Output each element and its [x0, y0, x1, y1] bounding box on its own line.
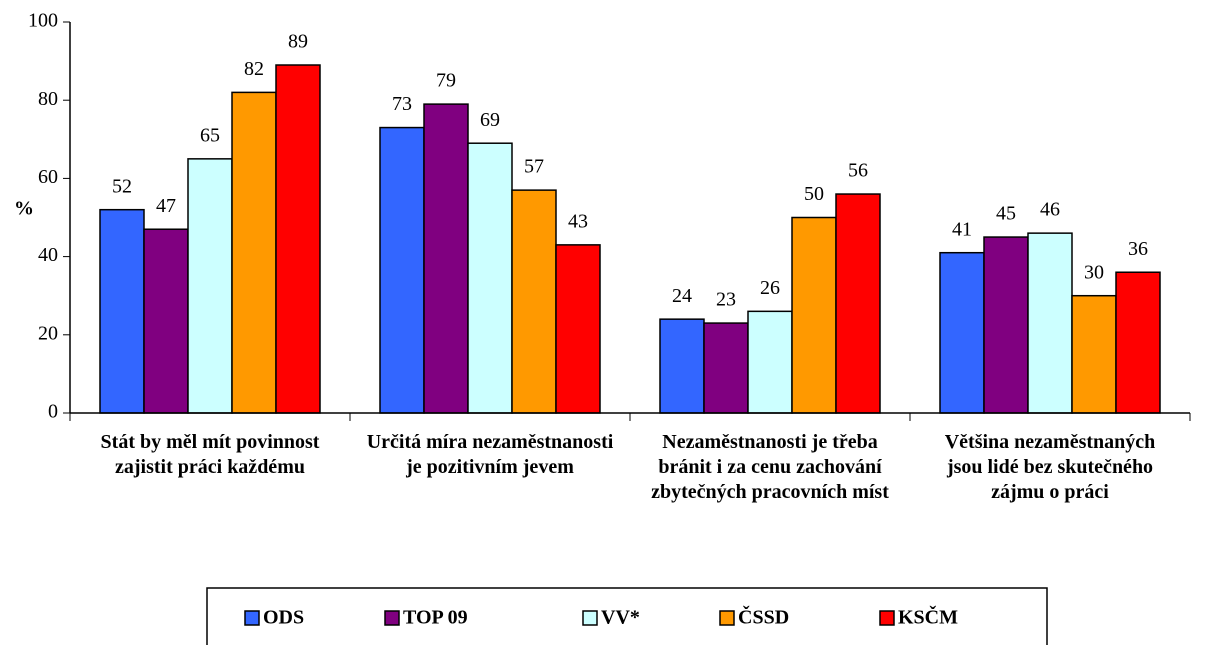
- data-label: 47: [156, 195, 176, 217]
- y-tick-label: 100: [28, 10, 58, 32]
- legend-label: KSČM: [898, 605, 958, 629]
- x-tick-label: Nezaměstnanosti je třeba bránit i za cen…: [651, 431, 889, 503]
- data-label: 56: [848, 160, 868, 182]
- bar: [187, 158, 233, 414]
- data-label: 52: [112, 175, 132, 197]
- bar: [1071, 294, 1117, 414]
- bar: [143, 228, 189, 414]
- bar: [939, 251, 985, 414]
- bar: [555, 244, 601, 414]
- legend-label: ČSSD: [738, 605, 789, 629]
- bar: [99, 208, 145, 414]
- data-label: 30: [1084, 261, 1104, 283]
- y-tick-label: 40: [38, 244, 58, 266]
- data-label: 46: [1040, 199, 1060, 221]
- legend: [206, 587, 1048, 645]
- data-label: 89: [288, 31, 308, 53]
- bar: [511, 189, 557, 414]
- legend-swatch: [879, 610, 895, 626]
- legend-swatch: [582, 610, 598, 626]
- bar: [231, 91, 277, 414]
- data-label: 45: [996, 203, 1016, 225]
- bar: [703, 322, 749, 414]
- data-label: 65: [200, 124, 220, 146]
- data-label: 69: [480, 109, 500, 131]
- legend-swatch: [719, 610, 735, 626]
- x-tick-label: Stát by měl mít povinnost zajistit práci…: [100, 431, 320, 478]
- data-label: 36: [1128, 238, 1148, 260]
- bar: [983, 236, 1029, 414]
- bar: [1115, 271, 1161, 414]
- data-label: 73: [392, 93, 412, 115]
- bar: [275, 64, 321, 414]
- bar: [747, 310, 793, 414]
- bar: [467, 142, 513, 414]
- legend-label: VV*: [601, 607, 640, 629]
- data-label: 26: [760, 277, 780, 299]
- x-tick-label: Většina nezaměstnaných jsou lidé bez sku…: [944, 431, 1156, 503]
- bar: [659, 318, 705, 414]
- y-tick-label: 20: [38, 322, 58, 344]
- bar: [791, 216, 837, 414]
- y-axis-label: %: [14, 198, 34, 220]
- data-label: 82: [244, 58, 264, 80]
- bar: [423, 103, 469, 414]
- data-label: 41: [952, 218, 972, 240]
- y-tick-label: 80: [38, 88, 58, 110]
- bar: [379, 126, 425, 414]
- legend-label: ODS: [263, 607, 304, 629]
- legend-swatch: [384, 610, 400, 626]
- y-tick-label: 60: [38, 166, 58, 188]
- legend-swatch: [244, 610, 260, 626]
- data-label: 43: [568, 210, 588, 232]
- legend-label: TOP 09: [403, 607, 468, 629]
- data-label: 57: [524, 156, 544, 178]
- x-tick-label: Určitá míra nezaměstnanosti je pozitivní…: [366, 431, 614, 478]
- data-label: 23: [716, 289, 736, 311]
- bar: [1027, 232, 1073, 414]
- data-label: 50: [804, 183, 824, 205]
- data-label: 24: [672, 285, 692, 307]
- bar: [835, 193, 881, 414]
- data-label: 79: [436, 70, 456, 92]
- y-tick-label: 0: [48, 401, 58, 423]
